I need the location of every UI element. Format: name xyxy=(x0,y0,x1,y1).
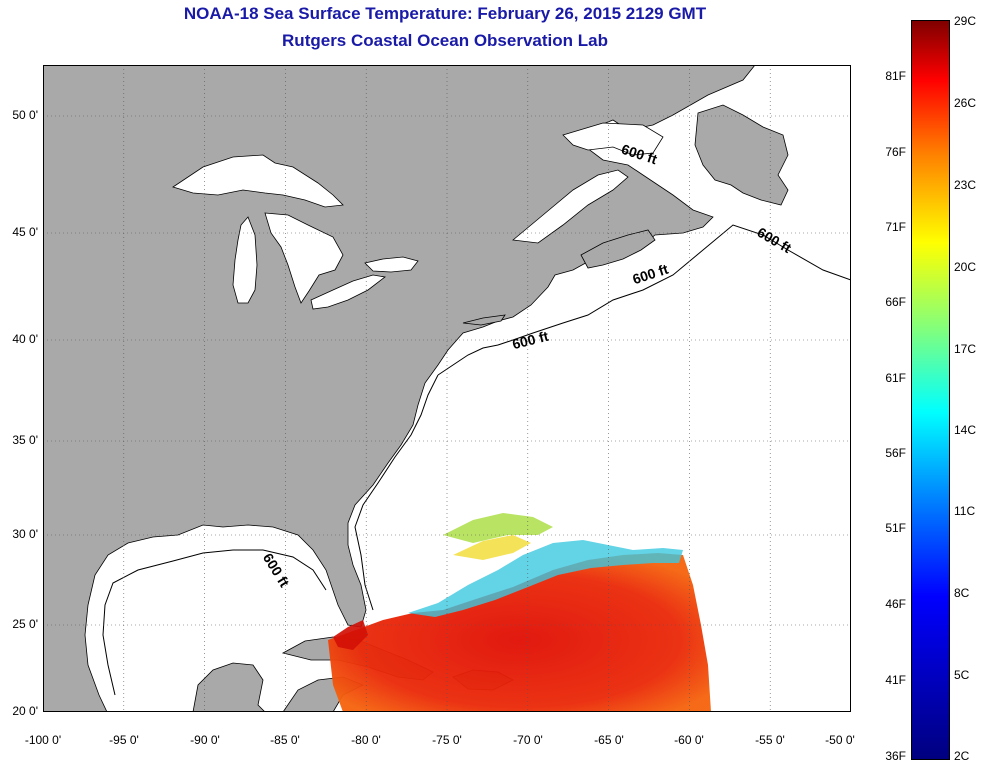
lat-label-40: 40 0' xyxy=(12,332,38,346)
lat-label-50: 50 0' xyxy=(12,108,38,122)
colorbar-c-17: 17C xyxy=(954,342,977,356)
green-sst-band xyxy=(443,513,553,543)
nova-scotia xyxy=(580,229,656,269)
colorbar-f-76: 76F xyxy=(885,145,906,159)
lon-label-100: -100 0' xyxy=(24,733,62,747)
colorbar-c-29: 29C xyxy=(954,14,977,28)
map-area[interactable] xyxy=(43,65,851,712)
lon-label-90: -90 0' xyxy=(190,733,220,747)
cool-sst-band xyxy=(408,540,683,617)
colorbar-c-20: 20C xyxy=(954,260,977,274)
lat-label-20: 20 0' xyxy=(12,704,38,718)
lat-label-45: 45 0' xyxy=(12,225,38,239)
long-island xyxy=(462,314,506,326)
lat-label-30: 30 0' xyxy=(12,527,38,541)
colorbar-c-5: 5C xyxy=(954,668,970,682)
colorbar-c-23: 23C xyxy=(954,178,977,192)
colorbar-c-2: 2C xyxy=(954,749,970,763)
lon-label-70: -70 0' xyxy=(513,733,543,747)
map-title: NOAA-18 Sea Surface Temperature: Februar… xyxy=(183,4,707,23)
colorbar-c-11: 11C xyxy=(954,504,976,518)
isobath-600ft-gulf xyxy=(102,549,327,696)
gulf-of-mexico-warm xyxy=(333,620,368,650)
colorbar-f-51: 51F xyxy=(885,521,906,535)
lon-label-65: -65 0' xyxy=(594,733,624,747)
colorbar-c-8: 8C xyxy=(954,586,970,600)
colorbar-f-41: 41F xyxy=(885,673,906,687)
yucatan-peninsula xyxy=(192,662,266,712)
colorbar-c-26: 26C xyxy=(954,96,977,110)
colorbar-f-71: 71F xyxy=(885,220,906,234)
yellow-sst-patch xyxy=(453,535,531,560)
lon-label-55: -55 0' xyxy=(755,733,785,747)
lake-huron xyxy=(264,212,344,304)
sst-colorbar xyxy=(911,20,950,760)
st-lawrence-estuary xyxy=(512,169,629,244)
lake-michigan xyxy=(232,216,258,304)
lon-label-85: -85 0' xyxy=(270,733,300,747)
gulf-of-st-lawrence xyxy=(562,122,664,156)
lon-label-75: -75 0' xyxy=(432,733,462,747)
isobath-600ft-atlantic xyxy=(497,224,851,346)
lat-label-25: 25 0' xyxy=(12,617,38,631)
lat-label-35: 35 0' xyxy=(12,433,38,447)
newfoundland xyxy=(694,104,789,206)
colorbar-f-36: 36F xyxy=(885,749,906,763)
colorbar-f-61: 61F xyxy=(885,371,906,385)
isobath-600ft-carolina xyxy=(354,374,439,611)
map-border xyxy=(43,65,851,712)
colorbar-f-81: 81F xyxy=(885,69,906,83)
grid-lines xyxy=(43,65,851,712)
colorbar-f-46: 46F xyxy=(885,597,906,611)
isobath-600ft-shelf xyxy=(437,344,499,376)
map-canvas xyxy=(43,65,851,712)
colorbar-f-56: 56F xyxy=(885,446,906,460)
lake-superior xyxy=(172,154,344,208)
lake-erie xyxy=(310,274,386,310)
colorbar-f-66: 66F xyxy=(885,295,906,309)
north-america-landmass xyxy=(43,65,756,712)
warm-sst-region xyxy=(328,553,711,712)
lon-label-80: -80 0' xyxy=(351,733,381,747)
lake-ontario xyxy=(364,256,419,273)
lon-label-95: -95 0' xyxy=(109,733,139,747)
colorbar-c-14: 14C xyxy=(954,423,977,437)
lon-label-50: -50 0' xyxy=(825,733,855,747)
lon-label-60: -60 0' xyxy=(674,733,704,747)
map-subtitle: Rutgers Coastal Ocean Observation Lab xyxy=(282,31,608,50)
